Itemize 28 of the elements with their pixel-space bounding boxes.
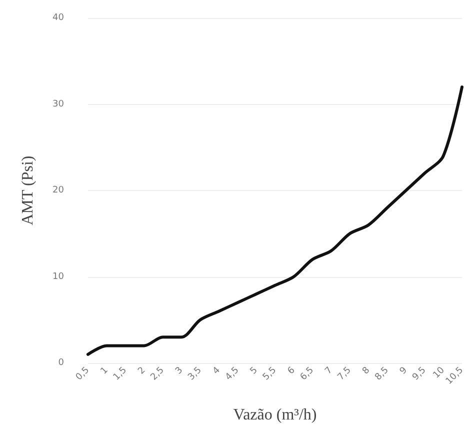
x-axis-title: Vazão (m³/h) xyxy=(233,406,317,424)
x-tick-label: 3,5 xyxy=(186,365,204,383)
x-tick-label: 7 xyxy=(324,365,335,377)
y-axis-title: AMT (Psi) xyxy=(20,156,36,226)
x-tick-label: 2 xyxy=(136,365,148,377)
x-tick-label: 5 xyxy=(248,365,260,377)
x-tick-label: 5,5 xyxy=(261,365,279,383)
line-series xyxy=(86,86,464,356)
y-tick-label: 0 xyxy=(58,358,64,368)
x-tick-label: 8,5 xyxy=(374,365,391,383)
x-tick-label: 4,5 xyxy=(224,365,242,383)
x-tick-label: 3 xyxy=(174,365,186,377)
x-tick-label: 4 xyxy=(211,365,223,377)
x-tick-label: 10 xyxy=(432,365,448,381)
x-tick-label: 0,5 xyxy=(74,365,92,383)
x-tick-label: 7,5 xyxy=(336,365,354,383)
x-tick-label: 9,5 xyxy=(410,365,428,383)
y-tick-label: 10 xyxy=(52,272,64,282)
x-tick-label: 9 xyxy=(398,365,410,377)
x-tick-label: 6 xyxy=(286,365,298,377)
x-tick-label: 2,5 xyxy=(149,365,166,383)
y-tick-label: 40 xyxy=(52,13,64,23)
x-tick-label: 1,5 xyxy=(112,365,129,383)
x-tick-label: 6,5 xyxy=(298,365,316,383)
y-tick-label: 30 xyxy=(52,99,64,110)
x-tick-label: 8 xyxy=(360,365,372,377)
y-tick-label: 20 xyxy=(52,186,64,196)
x-tick-label: 1 xyxy=(99,365,110,377)
